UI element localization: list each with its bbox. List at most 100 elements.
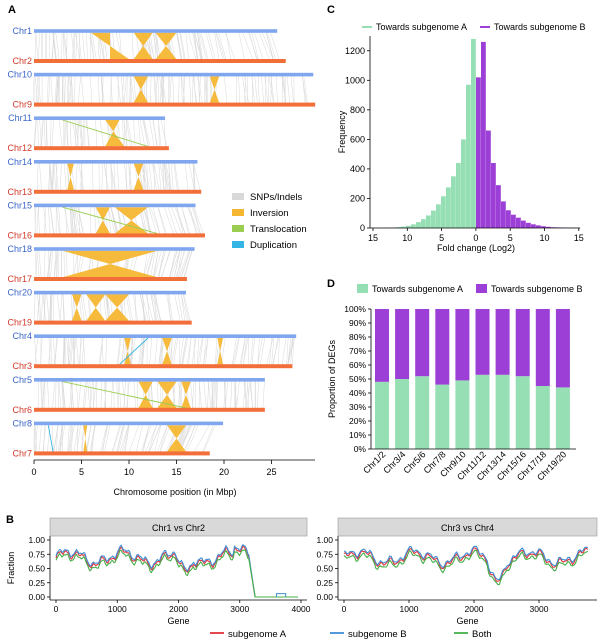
proportion-bar-subgenome-b — [555, 309, 570, 388]
snp-link — [210, 381, 214, 409]
snp-link — [101, 163, 103, 191]
snp-link — [95, 119, 98, 147]
snp-link — [41, 294, 43, 321]
snp-link — [246, 76, 249, 103]
snp-link — [146, 76, 148, 103]
snp-link — [117, 207, 121, 234]
snp-link — [103, 294, 107, 321]
snp-link — [143, 119, 151, 147]
snp-link — [149, 337, 153, 365]
proportion-bar-subgenome-a — [535, 386, 550, 449]
snp-link — [174, 250, 181, 278]
inversion-band — [72, 294, 82, 321]
snp-link — [100, 76, 104, 103]
chromosome-bar-subgenome-a — [34, 378, 265, 382]
legend-label-subgenome-b: Towards subgenome B — [494, 22, 586, 32]
proportion-x-ticks: Chr1/2Chr3/4Chr5/6Chr7/8Chr9/10Chr11/12C… — [361, 449, 568, 482]
histogram-x-tick-label: 5 — [508, 233, 513, 243]
snp-link — [100, 76, 105, 103]
snp-link — [75, 163, 78, 191]
histogram-y-tick-label: 400 — [350, 164, 365, 174]
snp-link — [203, 425, 216, 452]
synteny-x-tick-label: 5 — [79, 467, 84, 477]
snp-link — [158, 119, 160, 147]
facet-y-tick-label: 0.50 — [28, 564, 45, 574]
snp-link — [183, 294, 191, 321]
snp-link — [193, 32, 199, 60]
snp-link — [168, 294, 173, 321]
snp-link — [187, 207, 198, 234]
snp-link — [150, 76, 152, 103]
snp-link — [77, 76, 81, 103]
snp-link — [185, 32, 189, 60]
snp-link — [203, 381, 207, 409]
snp-link — [157, 250, 165, 278]
snp-link — [152, 163, 157, 191]
snp-link — [124, 425, 130, 452]
snp-link — [150, 381, 153, 409]
snp-link — [74, 207, 78, 234]
chromosome-bar-subgenome-a — [34, 72, 314, 77]
chromosome-bar-subgenome-a — [34, 160, 198, 164]
snp-link — [91, 425, 95, 452]
snp-link — [122, 119, 125, 147]
snp-link — [189, 207, 197, 234]
snp-link — [153, 250, 159, 278]
snp-link — [151, 294, 160, 321]
snp-link — [70, 425, 72, 452]
panel-letter-a: A — [8, 4, 16, 16]
snp-link — [150, 207, 160, 234]
snp-link — [127, 294, 133, 321]
snp-link — [153, 76, 156, 103]
snp-link — [244, 381, 248, 409]
synteny-bands — [33, 32, 308, 452]
facet-y-tick-label: 0.00 — [28, 592, 45, 602]
snp-link — [87, 381, 90, 409]
snp-link — [146, 250, 155, 278]
proportion-y-tick-label: 40% — [349, 388, 366, 398]
snp-link — [257, 76, 260, 103]
snp-link — [290, 76, 294, 103]
snp-link — [90, 32, 95, 60]
proportion-bar-subgenome-a — [395, 379, 410, 449]
snp-link — [46, 294, 50, 321]
snp-link — [145, 425, 157, 452]
snp-link — [141, 207, 147, 234]
snp-link — [78, 381, 82, 409]
chromosome-label-subgenome-a: Chr10 — [7, 70, 32, 80]
facet-title: Chr3 vs Chr4 — [441, 523, 494, 533]
snp-link — [35, 32, 38, 60]
histogram-bar-subgenome-a — [416, 222, 421, 228]
snp-link — [52, 381, 56, 409]
snp-link — [69, 337, 73, 365]
snp-link — [148, 163, 153, 191]
inversion-band — [124, 338, 131, 365]
snp-link — [176, 32, 182, 60]
snp-link — [58, 381, 62, 409]
chromosome-label-subgenome-a: Chr15 — [7, 200, 32, 210]
inversion-band — [138, 381, 153, 408]
histogram-bar-subgenome-b — [501, 201, 506, 228]
inversion-band — [95, 207, 110, 234]
snp-link — [101, 337, 104, 365]
snp-link — [148, 425, 161, 452]
snp-link — [278, 337, 280, 365]
snp-link — [153, 32, 159, 60]
snp-link — [118, 425, 125, 452]
histogram-bar-subgenome-a — [436, 204, 441, 228]
snp-link — [104, 294, 110, 321]
histogram-bar-subgenome-a — [441, 196, 446, 228]
chromosome-label-subgenome-b: Chr12 — [7, 143, 32, 153]
line-legend-label: subgenome B — [348, 629, 407, 640]
histogram-y-ticks: 0 200 400 600 800 1000 1200 — [345, 46, 370, 233]
chromosome-bar-subgenome-b — [34, 102, 316, 107]
snp-link — [41, 119, 44, 147]
snp-link — [267, 32, 276, 60]
proportion-y-tick-label: 10% — [349, 430, 366, 440]
snp-link — [156, 381, 159, 409]
snp-link — [181, 76, 183, 103]
snp-link — [207, 381, 209, 409]
snp-link — [199, 76, 201, 103]
snp-link — [154, 425, 162, 452]
snp-link — [159, 425, 168, 452]
